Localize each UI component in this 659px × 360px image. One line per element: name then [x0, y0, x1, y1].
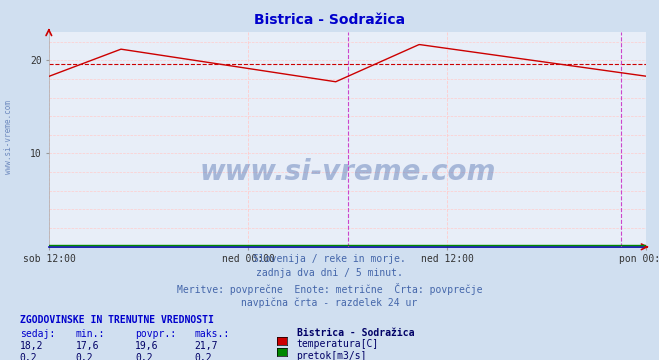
Text: pretok[m3/s]: pretok[m3/s]: [297, 351, 367, 360]
Text: ZGODOVINSKE IN TRENUTNE VREDNOSTI: ZGODOVINSKE IN TRENUTNE VREDNOSTI: [20, 315, 214, 325]
Text: navpična črta - razdelek 24 ur: navpična črta - razdelek 24 ur: [241, 297, 418, 307]
Text: Meritve: povprečne  Enote: metrične  Črta: povprečje: Meritve: povprečne Enote: metrične Črta:…: [177, 283, 482, 294]
Text: sedaj:: sedaj:: [20, 329, 55, 339]
Text: Bistrica - Sodražica: Bistrica - Sodražica: [297, 328, 414, 338]
Text: Bistrica - Sodražica: Bistrica - Sodražica: [254, 13, 405, 27]
Text: temperatura[C]: temperatura[C]: [297, 339, 379, 349]
Text: Slovenija / reke in morje.: Slovenija / reke in morje.: [253, 254, 406, 264]
Text: zadnja dva dni / 5 minut.: zadnja dva dni / 5 minut.: [256, 268, 403, 278]
Text: www.si-vreme.com: www.si-vreme.com: [4, 100, 13, 174]
Text: 0,2: 0,2: [135, 353, 153, 360]
Text: 0,2: 0,2: [20, 353, 38, 360]
Text: 17,6: 17,6: [76, 341, 100, 351]
Text: maks.:: maks.:: [194, 329, 229, 339]
Text: min.:: min.:: [76, 329, 105, 339]
Text: 18,2: 18,2: [20, 341, 43, 351]
Text: 0,2: 0,2: [76, 353, 94, 360]
Text: 21,7: 21,7: [194, 341, 218, 351]
Text: 0,2: 0,2: [194, 353, 212, 360]
Text: www.si-vreme.com: www.si-vreme.com: [200, 158, 496, 186]
Text: povpr.:: povpr.:: [135, 329, 176, 339]
Text: 19,6: 19,6: [135, 341, 159, 351]
